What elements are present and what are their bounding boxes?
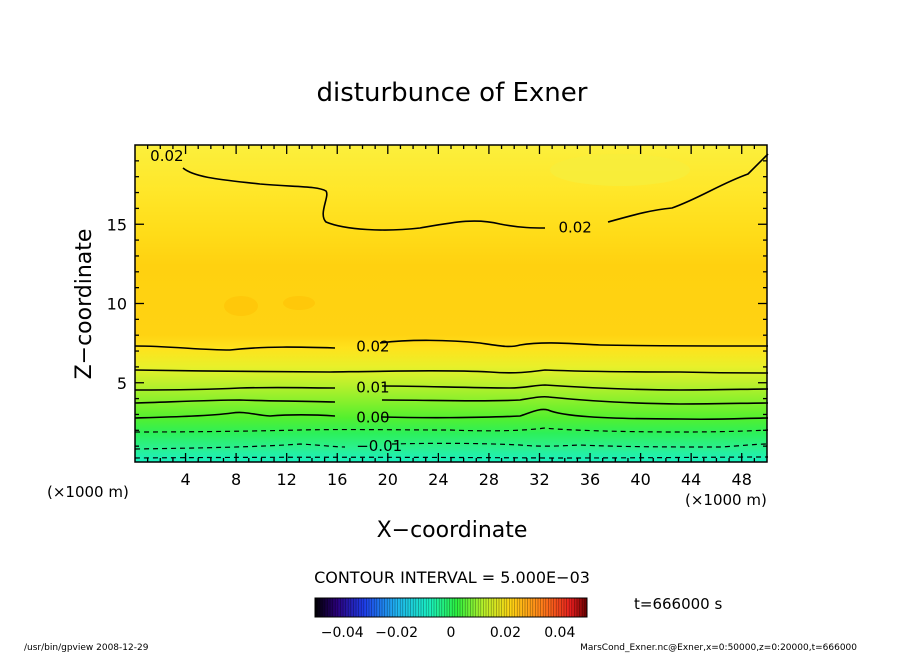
contour-lines [134,153,769,421]
y-tick-labels: 5 10 15 [107,215,127,393]
y-tick-label: 5 [117,374,127,393]
y-axis-label: Z−coordinate [72,229,97,380]
x-tick-label: 32 [529,470,549,489]
x-tick-label: 4 [180,470,190,489]
x-tick-label: 8 [231,470,241,489]
contour-line [182,153,769,231]
chart-title: disturbunce of Exner [317,78,588,108]
colorbar-tick-label: −0.04 [321,625,364,641]
contour-line-dashed [134,427,769,433]
contour-label: −0.01 [356,437,402,455]
x-tick-label: 16 [327,470,347,489]
x-axis-label: X−coordinate [377,518,528,543]
contour-label: 0.02 [356,337,389,355]
x-tick-label: 36 [580,470,600,489]
y-tick-label: 10 [107,295,127,314]
contour-label: 0.02 [150,147,183,165]
field-blob [283,296,315,310]
colorbar-labels: −0.04 −0.02 0 0.02 0.04 [321,625,576,641]
colorbar-tick-label: −0.02 [375,625,418,641]
x-tick-label: 44 [681,470,701,489]
x-tick-label: 24 [428,470,448,489]
x-unit-left: (×1000 m) [47,483,129,501]
colorbar-tick-label: 0.04 [544,625,575,641]
x-tick-label: 12 [277,470,297,489]
contour-line [134,408,769,421]
footer-right: MarsCond_Exner.nc@Exner,x=0:50000,z=0:20… [580,643,857,653]
contour-label: 0.01 [356,379,389,397]
contour-label: 0.00 [356,409,389,427]
contour-labels: 0.02 0.02 0.02 0.01 0.00 −0.01 [150,147,592,455]
colorbar: −0.04 −0.02 0 0.02 0.04 [314,597,588,641]
contour-interval: CONTOUR INTERVAL = 5.000E−03 [314,568,590,587]
x-unit-right: (×1000 m) [685,491,767,509]
plot-area: 0.020.020.020.010.00−0.01 4 8 12 16 20 24 28 32… [107,144,769,489]
contour-line-dashed [134,456,769,459]
contour-lines-negative [134,427,769,459]
field-blob [224,296,258,316]
contour-label: 0.02 [558,218,591,236]
contour-line [134,395,769,405]
contour-line [134,339,769,351]
y-tick-label: 15 [107,215,127,234]
contour-line-dashed [134,442,769,450]
contour-line [134,369,769,374]
x-tick-label: 40 [630,470,650,489]
field-blob [550,154,690,186]
x-tick-label: 20 [378,470,398,489]
time-label: t=666000 s [634,595,722,613]
colorbar-tick-label: 0.02 [490,625,521,641]
colorbar-tick-label: 0 [447,625,456,641]
contour-line [134,384,769,391]
x-tick-label: 48 [732,470,752,489]
colorbar-fill [315,598,587,617]
x-tick-label: 28 [479,470,499,489]
x-tick-labels: 4 8 12 16 20 24 28 32 36 40 44 48 [180,470,751,489]
footer-left: /usr/bin/gpview 2008-12-29 [24,643,149,653]
colorbar-frame [314,597,588,618]
axis-ticks [135,145,767,462]
colorbar-stripes [316,598,586,617]
